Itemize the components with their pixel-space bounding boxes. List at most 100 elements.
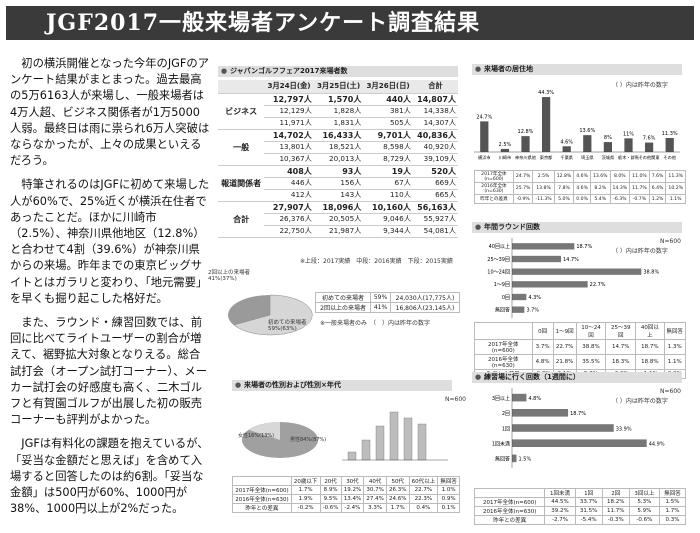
table-cell: 110人 bbox=[363, 189, 413, 202]
table-cell: 0.1% bbox=[437, 503, 460, 513]
rounds-tick-label: 10〜24回 bbox=[487, 270, 510, 276]
gender-pie bbox=[242, 422, 318, 458]
residence-bar bbox=[500, 148, 510, 152]
residence-bar bbox=[603, 142, 613, 152]
table-cell: 8.0% bbox=[609, 170, 631, 183]
table-cell: 12,797人 bbox=[264, 93, 314, 106]
residence-bar bbox=[541, 97, 551, 152]
table-cell: 11.7% bbox=[629, 182, 650, 195]
residence-data-label: 12.8% bbox=[518, 129, 534, 135]
table-cell: 22.7% bbox=[552, 339, 577, 355]
table-cell: 39.2% bbox=[544, 506, 576, 516]
table-cell: 12,129人 bbox=[264, 105, 314, 118]
rounds-bar bbox=[512, 281, 588, 288]
table-row: 2017年全体(n=600) 24.7% 2.5% 12.8% 4.6% 13.6% 8.0… bbox=[474, 170, 686, 183]
table-cell bbox=[474, 322, 533, 340]
table-cell: 35.5% bbox=[575, 354, 607, 370]
table-cell: 5.3% bbox=[628, 497, 661, 507]
table-row: 2016年全体(n=630) 4.8% 21.8% 35.5% 18.3% 18.8% 1.… bbox=[474, 354, 686, 370]
table-cell: 505人 bbox=[363, 117, 413, 130]
practice-data-label: 33.9% bbox=[616, 426, 632, 432]
residence-data-label: 11% bbox=[623, 131, 634, 137]
table-row: 11,971人 1,831人 505人 14,307人 bbox=[218, 117, 458, 130]
table-cell: 25〜39回 bbox=[605, 322, 637, 340]
table-cell: 440人 bbox=[363, 93, 413, 106]
rounds-data-label: 3.7% bbox=[526, 308, 539, 314]
residence-tick-label: 神奈川県他 bbox=[515, 154, 537, 161]
table-cell: 18.8% bbox=[635, 354, 665, 370]
table-row: 22,750人 21,987人 9,344人 54,081人 bbox=[218, 225, 458, 238]
table-cell: 14,338人 bbox=[412, 105, 458, 118]
table-cell: 0回 bbox=[531, 322, 554, 340]
residence-tick-label: その他関東 bbox=[639, 154, 661, 161]
practice-title: 練習場に行く回数（1週間に） bbox=[472, 372, 682, 383]
first-visit-note: ※一般来場者のみ （ ）内は昨年の数字 bbox=[320, 320, 431, 327]
practice-data-label: 1.5% bbox=[519, 457, 532, 463]
table-cell: 25.7% bbox=[512, 182, 534, 195]
table-cell: 14,702人 bbox=[264, 129, 314, 142]
residence-bar bbox=[665, 137, 674, 152]
table-cell: 無回答 bbox=[659, 488, 686, 498]
practice-tick-label: 1回 bbox=[502, 426, 510, 432]
rounds-bar bbox=[512, 293, 527, 301]
article-paragraph: また、ラウンド・練習回数では、前回に比べてライトユーザーの割合が増えて、裾野拡大… bbox=[10, 316, 208, 427]
table-cell: 26,376人 bbox=[264, 213, 314, 226]
rounds-legend: （ ）内は昨年の数字 bbox=[612, 248, 668, 255]
article-body: 初の横浜開催となった今年のJGFのアンケート結果がまとまった。過去最高の5万61… bbox=[10, 56, 210, 525]
table-cell bbox=[232, 476, 292, 486]
table-cell: 7.6% bbox=[648, 170, 667, 183]
age-3d-chart bbox=[342, 411, 448, 461]
table-cell: 9,344人 bbox=[363, 225, 413, 238]
table-cell: 20,505人 bbox=[313, 213, 364, 226]
table-row: 2回以上の来場者 41% 16,806人(23,145人) bbox=[314, 302, 461, 313]
residence-tick-label: 東京都 bbox=[540, 154, 553, 161]
table-cell: 昨年との差異 bbox=[232, 503, 292, 513]
residence-table: 2017年全体(n=600) 24.7% 2.5% 12.8% 4.6% 13.6% 8.0… bbox=[474, 170, 686, 204]
rounds-table: 0回 1〜9回 10〜24回 25〜39回 40回以上 無回答 2017年全体(n=600)… bbox=[474, 322, 686, 379]
table-cell: 1.3% bbox=[663, 339, 686, 355]
residence-bar bbox=[644, 142, 654, 152]
table-cell: 10〜24回 bbox=[575, 322, 607, 340]
table-cell: 11.7% bbox=[601, 506, 630, 516]
table-cell: 2017年全体(n=600) bbox=[474, 339, 533, 355]
table-cell: 1.7% bbox=[659, 506, 686, 516]
rounds-tick-label: 1〜9回 bbox=[494, 282, 510, 288]
table-cell: 3回以上 bbox=[628, 488, 661, 498]
table-cell: -2.4% bbox=[340, 503, 365, 513]
table-cell: 1.5% bbox=[659, 497, 686, 507]
table-cell: 381人 bbox=[363, 105, 413, 118]
table-cell: 昨年との差異 bbox=[473, 515, 546, 525]
table-cell: 2回 bbox=[601, 488, 630, 498]
table-cell: -11.3% bbox=[532, 194, 555, 204]
attendance-title: ジャパンゴルフフェア2017来場者数 bbox=[218, 66, 458, 77]
table-cell: 0.0% bbox=[573, 194, 591, 204]
table-cell: 1.7% bbox=[385, 503, 410, 513]
table-cell: 39,109人 bbox=[412, 153, 458, 166]
table-row: 2017年全体(n=600) 3.7% 22.7% 38.8% 14.7% 18.7% 1.… bbox=[474, 339, 686, 355]
table-cell: 93人 bbox=[313, 165, 364, 178]
practice-data-label: 44.9% bbox=[649, 441, 665, 447]
table-row: 2016年全体(n=630) 1.9% 9.5% 13.4% 27.4% 24.6% 22.… bbox=[232, 494, 460, 504]
table-cell: 1,570人 bbox=[313, 93, 364, 106]
table-cell: 5.4% bbox=[589, 194, 611, 204]
gender-age-title: 来場者の性別および性別×年代 bbox=[232, 380, 452, 391]
rounds-data-label: 14.7% bbox=[563, 257, 579, 263]
table-cell: 56,163人 bbox=[412, 201, 458, 214]
residence-bar bbox=[562, 146, 571, 152]
table-row: 20歳以下 20代 30代 40代 50代 60代以上 無回答 bbox=[232, 476, 460, 486]
residence-bar bbox=[480, 121, 489, 152]
table-cell: 665人 bbox=[412, 189, 458, 202]
table-cell: 18,096人 bbox=[313, 201, 364, 214]
rounds-tick-label: 25〜39回 bbox=[487, 257, 510, 263]
table-row: 一般 14,702人 16,433人 9,701人 40,836人 bbox=[218, 129, 458, 166]
table-cell: 12.8% bbox=[553, 170, 575, 183]
practice-legend: （ ）内は昨年の数字 bbox=[612, 398, 668, 405]
table-cell: 31.5% bbox=[574, 506, 603, 516]
table-cell: 2016年全体(n=630) bbox=[232, 494, 292, 504]
table-cell bbox=[473, 488, 546, 498]
table-cell: 無回答 bbox=[663, 322, 686, 340]
table-cell: 20歳以下 bbox=[290, 476, 321, 486]
table-cell: 26.3% bbox=[385, 485, 410, 495]
rounds-data-label: 4.3% bbox=[528, 295, 541, 301]
table-cell: 520人 bbox=[412, 165, 458, 178]
